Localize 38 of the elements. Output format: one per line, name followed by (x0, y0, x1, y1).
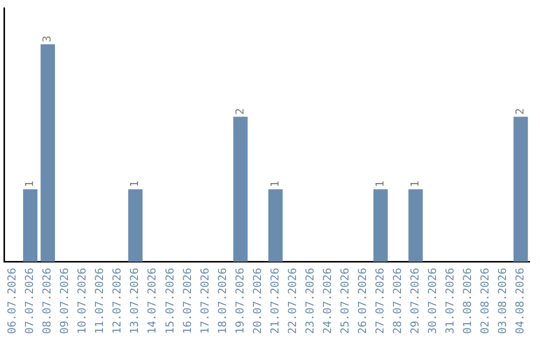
x-tick-label: 22.07.2026 (286, 268, 299, 334)
x-tick-label: 16.07.2026 (180, 268, 194, 334)
x-tick-label: 04.08.2026 (514, 268, 527, 334)
x-tick-label: 11.07.2026 (93, 268, 106, 334)
x-tick-label: 24.07.2026 (320, 268, 334, 334)
x-tick-label: 23.07.2026 (303, 268, 316, 334)
x-tick-label: 01.08.2026 (461, 268, 474, 334)
x-tick-label: 29.07.2026 (408, 268, 422, 334)
x-tick-label: 27.07.2026 (373, 268, 386, 334)
data-label: 1 (408, 180, 422, 188)
x-tick-label: 31.07.2026 (444, 268, 456, 334)
x-tick-label: 09.07.2026 (58, 268, 72, 334)
x-tick-label: 28.07.2026 (390, 268, 404, 334)
x-tick-label: 12.07.2026 (110, 268, 124, 334)
data-label: 2 (233, 108, 246, 115)
x-tick-label: 19.07.2026 (233, 268, 246, 334)
data-label: 1 (23, 180, 36, 188)
x-tick-label: 18.07.2026 (216, 268, 229, 334)
x-tick-label: 30.07.2026 (426, 268, 439, 334)
x-tick-label: 21.07.2026 (268, 268, 282, 334)
data-label: 1 (128, 180, 142, 188)
x-tick-label: 13.07.2026 (128, 268, 142, 334)
data-label: 3 (40, 36, 54, 42)
x-tick-label: 08.07.2026 (40, 268, 54, 334)
data-label: 1 (373, 180, 386, 188)
x-tick-label: 03.08.2026 (496, 268, 510, 334)
x-tick-label: 15.07.2026 (163, 268, 176, 334)
data-label: 2 (514, 108, 527, 115)
x-tick-label: 07.07.2026 (23, 268, 36, 334)
x-tick-label: 02.08.2026 (478, 268, 492, 334)
x-tick-label: 20.07.2026 (250, 268, 264, 334)
x-tick-label: 06.07.2026 (6, 268, 19, 334)
data-label: 1 (268, 180, 282, 188)
x-tick-label: 26.07.2026 (356, 268, 369, 334)
x-tick-label: 14.07.2026 (146, 268, 159, 334)
x-tick-label: 17.07.2026 (198, 268, 212, 334)
x-tick-label: 25.07.2026 (338, 268, 352, 334)
x-tick-label: 10.07.2026 (76, 268, 89, 334)
